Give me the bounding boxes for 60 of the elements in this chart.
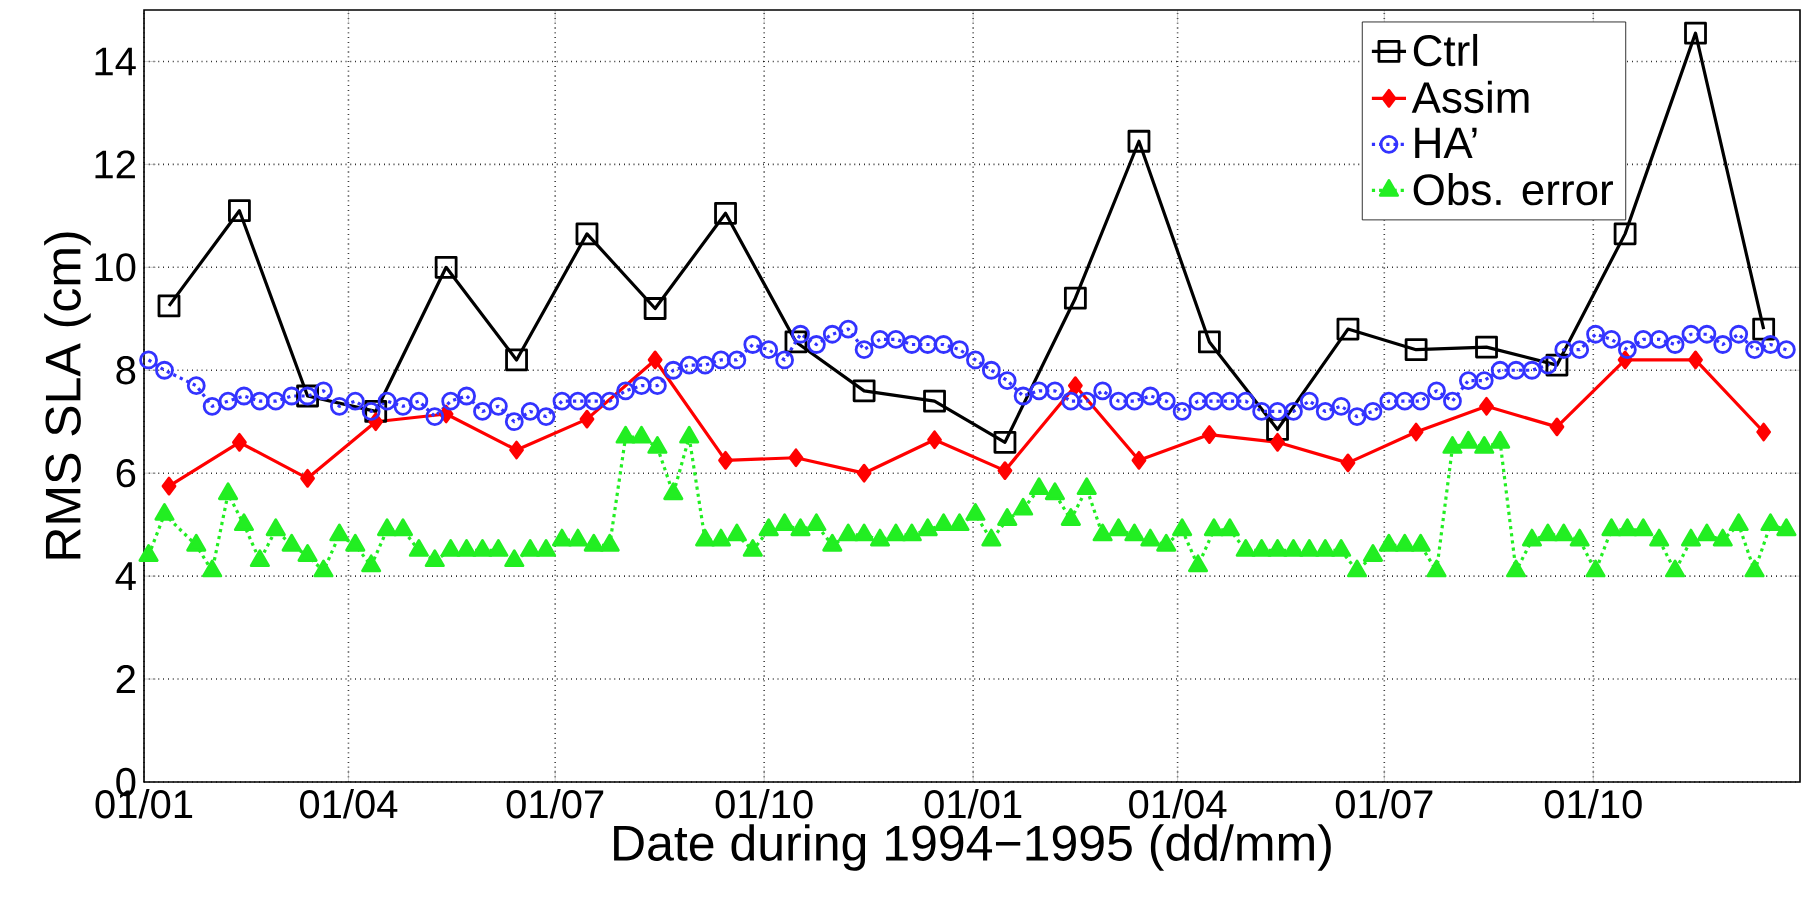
point xyxy=(993,430,1017,454)
x-tick-label: 01/07 xyxy=(506,789,604,819)
point xyxy=(228,199,251,223)
point xyxy=(997,461,1013,481)
y-tick-label: 14 xyxy=(95,47,136,76)
x-tick-label: 01/04 xyxy=(299,789,398,819)
point xyxy=(509,440,524,460)
y-tick-label: 2 xyxy=(116,665,135,694)
point xyxy=(1131,450,1147,470)
point xyxy=(1756,422,1772,442)
point xyxy=(1688,350,1703,370)
point xyxy=(1201,425,1217,444)
point xyxy=(1475,335,1498,359)
point xyxy=(1684,21,1707,45)
point xyxy=(1197,330,1221,354)
point xyxy=(718,450,733,470)
point xyxy=(157,294,181,318)
point xyxy=(505,348,528,372)
point xyxy=(856,463,872,483)
y-tick-label: 10 xyxy=(95,253,136,282)
x-tick-label: 01/07 xyxy=(1335,789,1433,819)
y-tick-label: 12 xyxy=(95,150,135,179)
point xyxy=(1613,222,1637,246)
point xyxy=(1752,317,1776,341)
point xyxy=(788,448,804,468)
point xyxy=(1408,422,1424,442)
point xyxy=(1479,396,1494,416)
point xyxy=(1336,317,1360,341)
point xyxy=(927,430,942,450)
point xyxy=(1270,432,1285,452)
point xyxy=(1340,453,1356,473)
point xyxy=(434,255,458,279)
legend-label: Obs. error xyxy=(1413,172,1613,206)
legend-label: HA’ xyxy=(1415,127,1477,159)
x-tick-label: 01/10 xyxy=(1544,789,1642,819)
point xyxy=(1063,286,1087,310)
y-tick-label: 6 xyxy=(116,459,136,488)
x-tick-label: 01/10 xyxy=(715,789,813,819)
point xyxy=(161,476,177,496)
point xyxy=(1067,376,1083,396)
x-tick-label: 01/04 xyxy=(1129,789,1227,819)
legend-label: Ctrl xyxy=(1413,33,1478,67)
legend-label: Assim xyxy=(1411,80,1529,114)
y-tick-label: 4 xyxy=(115,562,136,590)
point xyxy=(647,350,663,370)
point xyxy=(575,222,599,246)
point xyxy=(1127,129,1151,153)
point xyxy=(300,468,315,488)
point xyxy=(232,432,247,452)
x-tick-label: 01/01 xyxy=(924,789,1022,819)
point xyxy=(643,297,667,320)
x-axis-title: Date during 1994−1995 (dd/mm) xyxy=(614,824,1331,871)
y-tick-label: 8 xyxy=(116,356,136,385)
point xyxy=(1404,338,1428,362)
point xyxy=(923,389,946,413)
point xyxy=(1549,417,1565,437)
point xyxy=(852,379,876,403)
point xyxy=(714,201,737,225)
y-axis-title: RMS SLA (cm) xyxy=(44,232,91,559)
point xyxy=(579,409,595,429)
